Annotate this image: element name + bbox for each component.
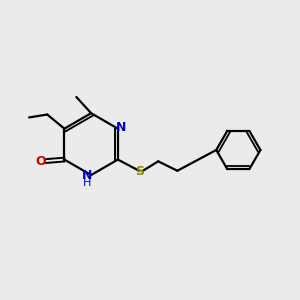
Text: H: H — [82, 178, 91, 188]
Text: N: N — [82, 169, 92, 182]
Text: O: O — [35, 154, 46, 167]
Text: N: N — [116, 121, 127, 134]
Text: S: S — [135, 165, 144, 178]
